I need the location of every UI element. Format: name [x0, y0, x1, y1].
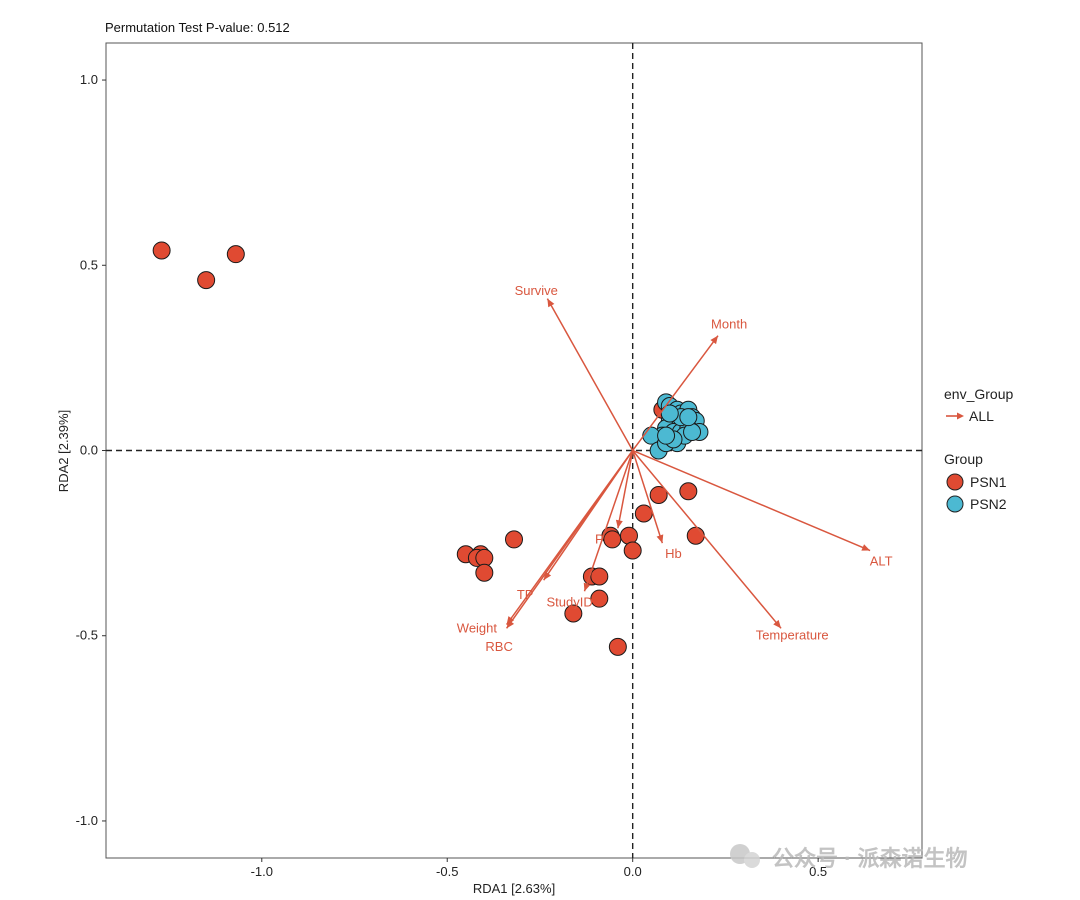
point-psn1: [152, 241, 171, 260]
wechat-icon-bubble: [744, 852, 760, 868]
label-hb: Hb: [665, 546, 682, 561]
legend: env_Group ALL Group PSN1 PSN2: [944, 386, 1013, 513]
arrowhead-hb: [656, 534, 664, 544]
y-tick-label: -1.0: [76, 813, 98, 828]
arrowhead-alt: [861, 544, 871, 551]
arrowhead-studyid: [583, 582, 591, 592]
point-psn2: [657, 426, 676, 445]
label-weight: Weight: [457, 620, 498, 635]
arrowhead-month: [710, 335, 718, 345]
legend-key-psn2: [946, 495, 964, 513]
x-tick-label: 0.5: [809, 864, 827, 879]
y-tick-label: 0.0: [80, 443, 98, 458]
point-psn1: [649, 485, 668, 504]
y-tick-label: -0.5: [76, 628, 98, 643]
x-axis: -1.0 -0.5 0.0 0.5: [251, 858, 827, 879]
point-psn1: [475, 563, 494, 582]
x-axis-title: RDA1 [2.63%]: [473, 881, 555, 896]
point-psn1: [590, 567, 609, 586]
group-legend-title: Group: [944, 451, 983, 467]
point-psn1: [505, 530, 523, 549]
reference-lines: [106, 43, 922, 858]
label-tp: TP: [517, 587, 534, 602]
y-tick-label: 0.5: [80, 257, 98, 272]
legend-label-psn1: PSN1: [970, 474, 1007, 490]
arrow-hb: [631, 450, 664, 544]
arrow-p: [617, 450, 634, 529]
arrow-month: [632, 335, 719, 451]
point-psn1: [634, 504, 653, 523]
env-legend-title: env_Group: [944, 386, 1013, 402]
chart-title: Permutation Test P-value: 0.512: [105, 20, 290, 35]
sample-points: [152, 241, 709, 656]
x-tick-label: -0.5: [436, 864, 458, 879]
point-psn1: [564, 604, 583, 623]
env-legend-item: ALL: [969, 408, 994, 424]
point-psn1: [686, 526, 705, 545]
point-psn1: [623, 541, 642, 560]
arrow-rbc: [505, 450, 634, 626]
label-rbc: RBC: [485, 639, 512, 654]
legend-label-psn2: PSN2: [970, 496, 1007, 512]
arrow-temperature: [632, 450, 782, 629]
point-psn2: [683, 422, 702, 441]
x-tick-label: -1.0: [251, 864, 273, 879]
point-psn2: [660, 404, 679, 423]
label-p: P: [595, 531, 604, 546]
point-psn1: [608, 637, 627, 656]
y-axis-title: RDA2 [2.39%]: [56, 410, 71, 492]
point-psn1: [679, 482, 698, 501]
y-axis: -1.0 -0.5 0.0 0.5 1.0: [76, 72, 106, 828]
env-legend-arrowhead: [957, 412, 964, 420]
arrowhead-temperature: [773, 619, 782, 629]
watermark: 公众号 · 派森诺生物: [730, 844, 968, 871]
point-psn1: [197, 271, 216, 290]
legend-key-psn1: [946, 473, 964, 491]
point-psn1: [619, 526, 638, 545]
point-psn2: [679, 408, 698, 427]
watermark-text: 公众号 · 派森诺生物: [772, 846, 968, 871]
label-alt: ALT: [870, 554, 893, 569]
x-tick-label: 0.0: [624, 864, 642, 879]
label-temperature: Temperature: [756, 628, 829, 643]
arrowhead-p: [615, 519, 623, 529]
label-studyid: StudyID: [547, 594, 593, 609]
y-tick-label: 1.0: [80, 72, 98, 87]
point-psn1: [603, 530, 622, 549]
arrow-survive: [546, 298, 634, 451]
arrow-studyid: [583, 450, 634, 592]
arrowhead-rbc: [506, 616, 515, 625]
point-psn1: [226, 245, 245, 264]
label-survive: Survive: [515, 283, 558, 298]
point-psn1: [590, 589, 609, 608]
arrow-alt: [632, 449, 871, 552]
arrowhead-survive: [547, 298, 555, 308]
label-month: Month: [711, 317, 747, 332]
env-vectors: Survive Month ALT Temperature Hb P StudyID TP We…: [457, 283, 893, 654]
